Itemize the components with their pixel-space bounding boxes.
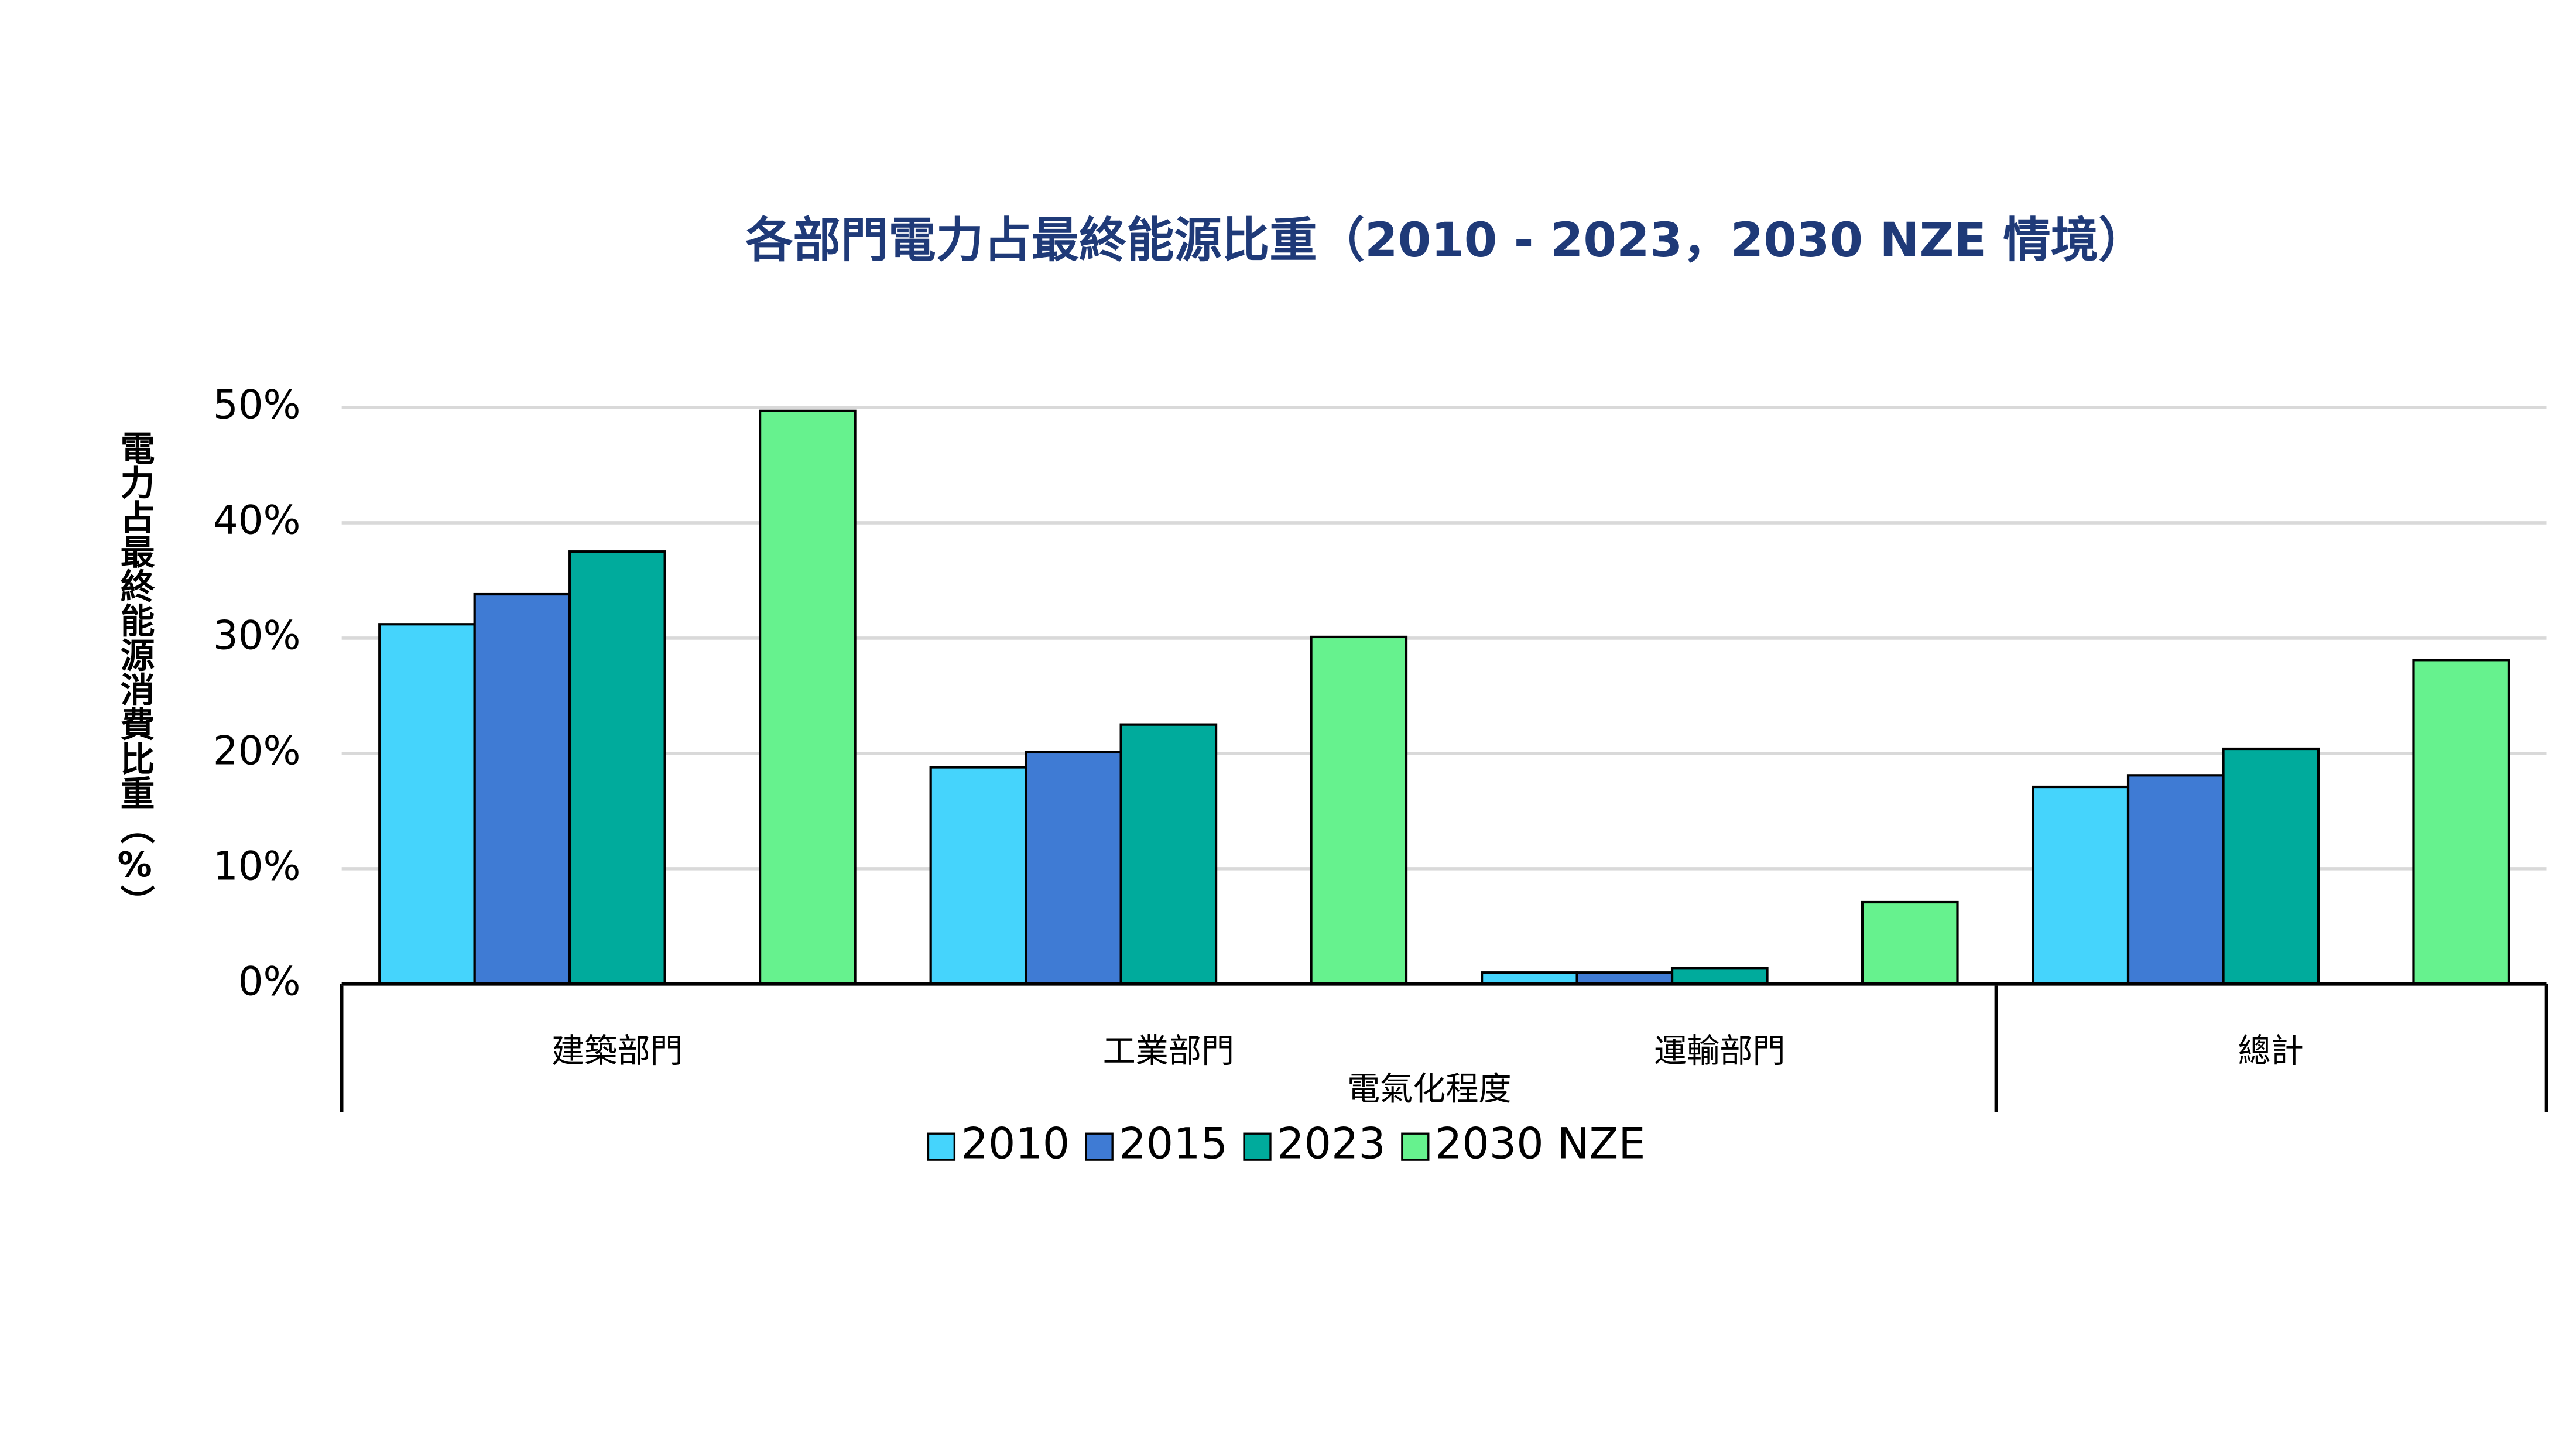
legend-label: 2023 xyxy=(1277,1119,1386,1169)
chart-title: 各部門電力占最終能源比重（2010 - 2023，2030 NZE 情境） xyxy=(745,213,2146,268)
bar xyxy=(2032,785,2130,985)
bar xyxy=(1575,971,1674,985)
legend-label: 2010 xyxy=(961,1119,1070,1169)
bar xyxy=(2412,659,2510,985)
bar xyxy=(2126,774,2225,985)
bar xyxy=(378,623,476,985)
y-tick-label: 10% xyxy=(213,842,301,889)
y-tick-label: 50% xyxy=(213,381,301,427)
legend-label: 2015 xyxy=(1119,1119,1228,1169)
bar xyxy=(1119,723,1218,985)
bar xyxy=(1481,971,1578,985)
x-tick-label: 工業部門 xyxy=(1103,1032,1234,1070)
legend-label: 2030 NZE xyxy=(1435,1119,1645,1169)
bar xyxy=(473,592,571,985)
bar xyxy=(1310,635,1408,985)
legend-swatch xyxy=(927,1132,956,1161)
bar xyxy=(759,409,857,985)
x-axis-title: 電氣化程度 xyxy=(1347,1070,1512,1108)
x-tick-label: 建築部門 xyxy=(551,1032,683,1070)
y-tick-label: 20% xyxy=(213,727,301,773)
bar xyxy=(1861,900,1959,985)
bar xyxy=(929,766,1027,985)
legend-swatch xyxy=(1085,1132,1114,1161)
y-tick-label: 0% xyxy=(238,958,301,1004)
x-tick-label: 運輸部門 xyxy=(1654,1032,1785,1070)
legend-swatch xyxy=(1401,1132,1430,1161)
bar xyxy=(2222,747,2320,985)
legend-swatch xyxy=(1243,1132,1272,1161)
bar xyxy=(568,550,666,985)
x-tick-label: 總計 xyxy=(2238,1032,2304,1070)
y-tick-label: 30% xyxy=(213,612,301,658)
bar xyxy=(1670,967,1769,985)
y-tick-label: 40% xyxy=(213,496,301,543)
y-axis-title: 電力占最終能源消費比重（%） xyxy=(115,430,155,919)
bar xyxy=(1025,751,1122,985)
